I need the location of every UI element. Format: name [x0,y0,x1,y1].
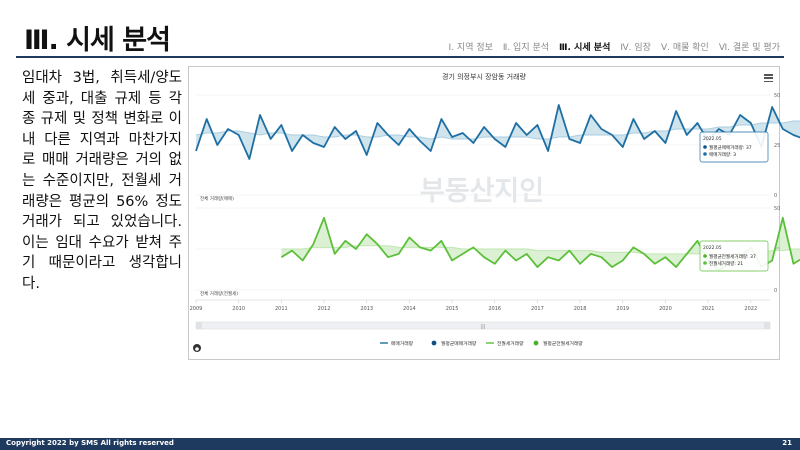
nav-item-1[interactable]: Ⅰ. 지역 정보 [448,43,493,53]
nav-item-4[interactable]: Ⅳ. 임장 [620,43,651,53]
chart-title: 경기 의정부시 장암동 거래량 [442,73,526,81]
nav-item-2[interactable]: Ⅱ. 입지 분석 [502,43,550,53]
footer-bar: Copyright 2022 by SMS All rights reserve… [0,438,800,450]
page-title: Ⅲ. 시세 분석 [24,25,171,56]
page-number: 21 [782,439,792,447]
copyright: Copyright 2022 by SMS All rights reserve… [6,439,174,447]
chart-menu-icon[interactable] [764,74,773,82]
nav-item-3[interactable]: Ⅲ. 시세 분석 [559,43,611,53]
nav-item-5[interactable]: Ⅴ. 매물 확인 [660,43,709,53]
title-rule [16,56,784,58]
nav-item-6[interactable]: Ⅵ. 결론 및 평가 [718,43,780,53]
chart-frame [188,66,780,360]
section-nav: Ⅰ. 지역 정보 Ⅱ. 입지 분석 Ⅲ. 시세 분석 Ⅳ. 임장 Ⅴ. 매물 확인 Ⅵ. … [380,40,780,53]
body-text: 임대차 3법, 취득세/양도세 중과, 대출 규제 등 각종 규제 및 정책 변… [22,70,182,292]
